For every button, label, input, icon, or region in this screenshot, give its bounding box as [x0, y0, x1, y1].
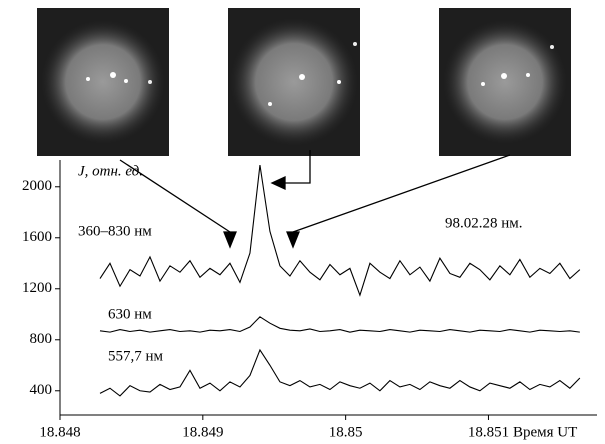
image-star	[337, 80, 341, 84]
y-tick-label: 1600	[22, 229, 52, 245]
image-blob	[443, 20, 567, 144]
arrow-head	[223, 231, 237, 249]
series-label: 630 нм	[108, 306, 152, 322]
series-line	[99, 165, 581, 297]
image-star	[501, 73, 507, 79]
arrow-head	[286, 231, 300, 249]
image-star	[481, 82, 485, 86]
arrow-line	[292, 154, 511, 233]
arrow-line	[119, 159, 231, 233]
image-star	[86, 77, 90, 81]
x-tick-label: 18.849	[182, 424, 223, 440]
image-blob	[41, 20, 165, 144]
series-line	[99, 348, 581, 397]
image-star	[550, 45, 554, 49]
x-axis-label: Время UT	[513, 424, 577, 440]
image-star	[124, 79, 128, 83]
annotation: 98.02.28 нм.	[445, 215, 523, 231]
x-tick-label: 18.851	[468, 424, 509, 440]
image-star	[268, 102, 272, 106]
image-star	[353, 42, 357, 46]
series-line	[99, 316, 580, 333]
image-star	[110, 72, 116, 78]
images	[37, 8, 571, 156]
y-tick-label: 400	[30, 382, 53, 398]
x-tick-label: 18.85	[329, 424, 363, 440]
series-label: 557,7 нм	[108, 348, 164, 364]
image-blob	[230, 18, 358, 146]
y-tick-label: 1200	[22, 280, 52, 296]
series-label: 360–830 нм	[78, 223, 152, 239]
y-axis-label: J, отн. ед.	[78, 163, 143, 179]
image-star	[526, 73, 530, 77]
arrow-head	[270, 175, 286, 191]
image-star	[148, 80, 152, 84]
y-tick-label: 2000	[22, 178, 52, 194]
y-tick-label: 800	[30, 331, 53, 347]
arrows	[119, 150, 511, 249]
arrow-line	[285, 150, 311, 184]
image-star	[299, 74, 305, 80]
x-tick-label: 18.848	[39, 424, 80, 440]
